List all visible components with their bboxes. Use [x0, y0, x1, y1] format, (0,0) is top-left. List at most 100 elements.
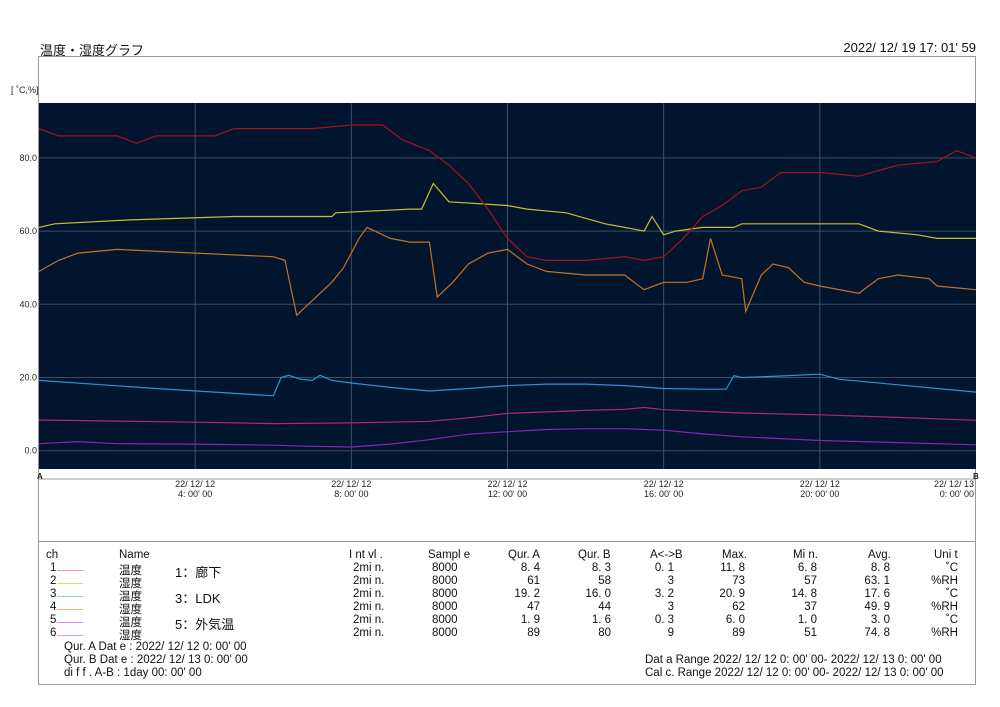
y-tick-label: 80.0 [19, 153, 37, 163]
cursor-a-value: 61 [527, 575, 540, 587]
sample-count: 8000 [432, 601, 458, 613]
unit: ˚C [945, 588, 958, 600]
ch-number: 5 [50, 614, 57, 626]
sample-count: 8000 [432, 562, 458, 574]
legend-line [57, 583, 83, 584]
min-value: 51 [804, 627, 817, 639]
min-value: 6. 8 [797, 562, 817, 574]
channel-name: 湿度 [119, 604, 142, 616]
legend-line [57, 622, 83, 623]
ch-number: 4 [50, 601, 57, 613]
unit: %RH [931, 575, 958, 587]
cursor-b-value: 80 [598, 627, 611, 639]
max-value: 20. 9 [719, 588, 745, 600]
cursor-a-value: 19. 2 [514, 588, 540, 600]
avg-value: 8. 8 [870, 562, 890, 574]
ch-number: 6 [50, 627, 57, 639]
col-diff: A<->B [650, 549, 683, 561]
ch-number: 3 [50, 588, 57, 600]
diff-value: 0. 3 [654, 614, 674, 626]
x-tick-time: 0: 00' 00 [940, 489, 974, 499]
min-value: 1. 0 [797, 614, 817, 626]
x-tick-date: 22/ 12/ 12 [487, 479, 527, 489]
cursor-b-value: 58 [598, 575, 611, 587]
cursor-b-value: 1. 6 [591, 614, 611, 626]
avg-value: 63. 1 [864, 575, 890, 587]
max-value: 73 [732, 575, 745, 587]
max-value: 6. 0 [725, 614, 745, 626]
interval: 2mi n. [353, 601, 385, 613]
y-tick-label: 0.0 [24, 446, 37, 456]
avg-value: 17. 6 [864, 588, 890, 600]
channel-note: 1：廊下 [175, 565, 222, 580]
channel-name: 温度 [119, 565, 142, 577]
channel-name: 湿度 [119, 630, 142, 642]
col-sample: Sampl e [428, 549, 471, 561]
unit: ˚C [945, 562, 958, 574]
min-value: 57 [804, 575, 817, 587]
channel-name: 温度 [119, 591, 142, 603]
ch-number: 1 [50, 562, 57, 574]
print-timestamp: 2022/ 12/ 19 17: 01' 59 [843, 40, 976, 55]
max-value: 62 [732, 601, 745, 613]
series-ch2-line [38, 182, 976, 239]
col-curb: Qur. B [578, 549, 611, 561]
col-avg: Avg. [868, 549, 891, 561]
interval: 2mi n. [353, 588, 385, 600]
series-ch1-line [38, 406, 977, 425]
cursor-a-marker: A [37, 472, 43, 481]
channel-note: 3：LDK [175, 591, 221, 606]
col-min: Mi n. [793, 549, 818, 561]
channel-note: 5：外気温 [175, 617, 235, 632]
data-range: Dat a Range 2022/ 12/ 12 0: 00' 00- 2022… [645, 654, 942, 666]
col-ch: ch [46, 549, 59, 561]
x-tick-date: 22/ 12/ 12 [800, 479, 840, 489]
unit: %RH [931, 601, 958, 613]
legend-line [57, 635, 83, 636]
avg-value: 3. 0 [870, 614, 890, 626]
x-tick-time: 12: 00' 00 [488, 489, 527, 499]
ch-number: 2 [50, 575, 57, 587]
avg-value: 49. 9 [864, 601, 890, 613]
cursor-a-value: 8. 4 [520, 562, 540, 574]
interval: 2mi n. [353, 614, 385, 626]
x-tick-date: 22/ 12/ 12 [331, 479, 371, 489]
line-chart: 0.020.040.060.080.022/ 12/ 124: 00' 0022… [19, 103, 979, 499]
col-cura: Qur. A [508, 549, 540, 561]
col-name: Name [119, 549, 150, 561]
x-tick-date: 22/ 12/ 13 [934, 479, 974, 489]
sample-count: 8000 [432, 614, 458, 626]
max-value: 89 [732, 627, 745, 639]
interval: 2mi n. [353, 627, 385, 639]
diff-value: 3. 2 [654, 588, 674, 600]
channel-name: 温度 [119, 617, 142, 629]
cursor-b-value: 16. 0 [585, 588, 611, 600]
max-value: 11. 8 [720, 562, 745, 574]
cursor-a-date: Qur. A Dat e : 2022/ 12/ 12 0: 00' 00 [64, 641, 247, 653]
col-max: Max. [722, 549, 747, 561]
cursor-b-value: 8. 3 [591, 562, 611, 574]
series-ch3-line [38, 373, 977, 397]
cursor-b-value: 44 [598, 601, 611, 613]
x-tick-date: 22/ 12/ 12 [644, 479, 684, 489]
col-intvl: I nt vl . [349, 549, 383, 561]
cursor-a-value: 89 [527, 627, 540, 639]
x-tick-time: 20: 00' 00 [800, 489, 839, 499]
y-tick-label: 20.0 [19, 373, 37, 383]
cursor-b-date: Qur. B Dat e : 2022/ 12/ 13 0: 00' 00 [64, 654, 248, 666]
sample-count: 8000 [432, 588, 458, 600]
channel-name: 湿度 [119, 578, 142, 590]
sample-count: 8000 [432, 575, 458, 587]
x-tick-time: 4: 00' 00 [178, 489, 212, 499]
series-ch4-line [38, 226, 977, 317]
legend-line [57, 596, 83, 597]
avg-value: 74. 8 [864, 627, 890, 639]
x-tick-time: 8: 00' 00 [334, 489, 368, 499]
unit: %RH [931, 627, 958, 639]
legend-line [57, 609, 83, 610]
min-value: 14. 8 [791, 588, 817, 600]
calc-range: Cal c. Range 2022/ 12/ 12 0: 00' 00- 202… [645, 667, 944, 679]
diff-value: 9 [667, 627, 674, 639]
sample-count: 8000 [432, 627, 458, 639]
